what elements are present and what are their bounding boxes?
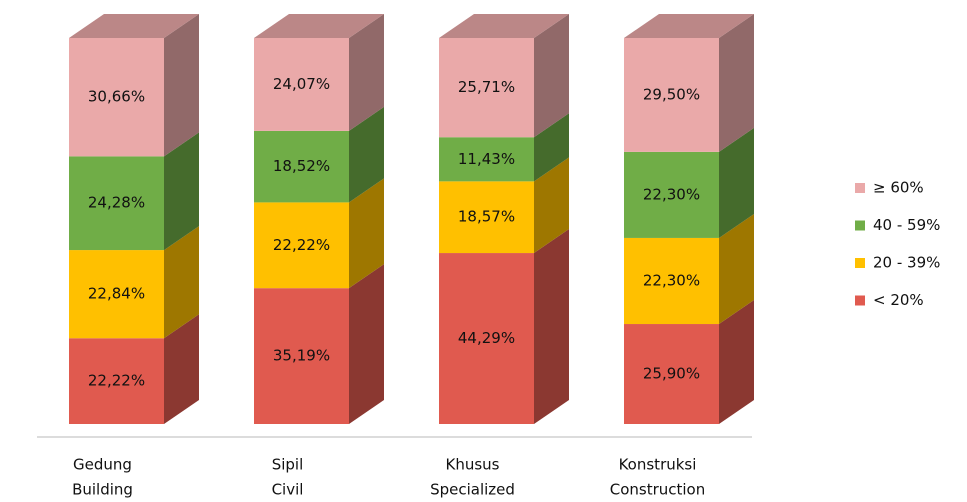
data-label: 44,29% — [458, 329, 515, 347]
bar-side — [719, 127, 754, 238]
bar-segment — [254, 130, 349, 203]
x-tick-label: Specialized — [430, 481, 515, 499]
bar-side — [349, 14, 384, 131]
bar-side — [719, 300, 754, 424]
bar-side — [164, 314, 199, 424]
bar-segment — [69, 156, 164, 251]
data-label: 29,50% — [643, 85, 700, 103]
data-label: 18,52% — [273, 157, 330, 175]
bar-side — [534, 14, 569, 138]
bar-side — [349, 178, 384, 289]
data-label: 24,28% — [88, 194, 145, 212]
data-label: 24,07% — [273, 75, 330, 93]
bar-top — [624, 14, 754, 38]
bar-side — [349, 106, 384, 203]
bar-side — [534, 113, 569, 182]
legend-label: ≥ 60% — [873, 179, 924, 197]
bar-segment — [624, 324, 719, 424]
bar-segment — [624, 151, 719, 238]
legend-swatch — [855, 258, 865, 268]
x-tick-label: Khusus — [446, 456, 500, 474]
data-label: 22,30% — [643, 185, 700, 203]
bar-segment — [69, 38, 164, 157]
data-label: 22,22% — [88, 372, 145, 390]
data-label: 35,19% — [273, 347, 330, 365]
bar-segment — [439, 253, 534, 424]
bar-segment — [254, 202, 349, 289]
bar-segment — [254, 38, 349, 131]
bar-segment — [254, 288, 349, 424]
bar-side — [164, 14, 199, 157]
bar-segment — [69, 338, 164, 424]
data-label: 25,90% — [643, 365, 700, 383]
legend-swatch — [855, 295, 865, 306]
bar-segment — [624, 38, 719, 152]
bar-side — [164, 226, 199, 339]
data-label: 30,66% — [88, 88, 145, 106]
data-label: 22,22% — [273, 236, 330, 254]
x-tick-label: Gedung — [73, 456, 132, 474]
data-label: 22,84% — [88, 285, 145, 303]
legend-swatch — [855, 220, 865, 231]
bar-segment — [439, 38, 534, 138]
bar-top — [69, 14, 199, 38]
x-tick-label: Konstruksi — [619, 456, 697, 474]
data-label: 18,57% — [458, 208, 515, 226]
x-tick-label: Construction — [610, 481, 706, 499]
legend-label: 40 - 59% — [873, 216, 940, 234]
legend-swatch — [855, 183, 865, 193]
bar-side — [719, 14, 754, 152]
bar-side — [534, 157, 569, 254]
bar-side — [719, 213, 754, 325]
bar-segment — [624, 237, 719, 325]
bar-segment — [439, 137, 534, 182]
bar-segment — [439, 181, 534, 254]
x-tick-label: Civil — [272, 481, 304, 499]
x-tick-label: Sipil — [272, 456, 304, 474]
bar-top — [439, 14, 569, 38]
x-tick-label: Building — [72, 481, 133, 499]
legend-label: 20 - 39% — [873, 254, 940, 272]
bar-side — [534, 229, 569, 424]
data-label: 11,43% — [458, 150, 515, 168]
bar-segment — [69, 250, 164, 339]
data-label: 25,71% — [458, 78, 515, 96]
bar-top — [254, 14, 384, 38]
data-label: 22,30% — [643, 271, 700, 289]
bar-side — [164, 132, 199, 251]
bar-side — [349, 264, 384, 424]
legend-label: < 20% — [873, 291, 924, 309]
